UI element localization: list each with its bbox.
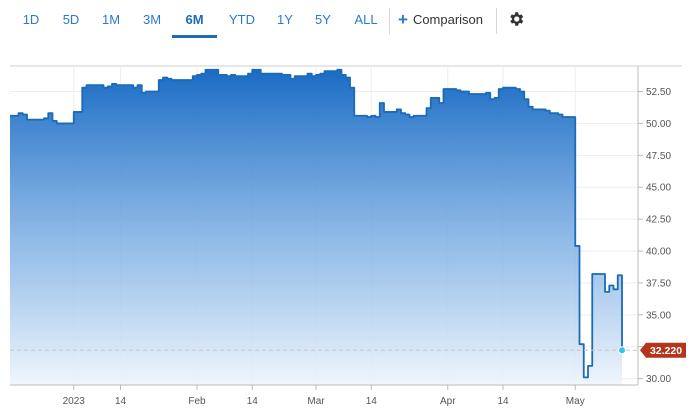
active-range-indicator: [172, 35, 217, 38]
x-tick-label: Mar: [307, 396, 325, 407]
y-tick-label: 50.00: [646, 119, 671, 130]
last-value-marker: [618, 346, 626, 355]
comparison-button[interactable]: + Comparison: [398, 10, 483, 30]
range-1y-button[interactable]: 1Y: [277, 12, 293, 27]
range-1d-button[interactable]: 1D: [22, 12, 40, 27]
y-tick-label: 30.00: [646, 374, 671, 385]
x-tick-label: 14: [115, 396, 127, 407]
y-tick-label: 37.50: [646, 278, 671, 289]
range-5y-button[interactable]: 5Y: [315, 12, 331, 27]
range-all-button[interactable]: ALL: [354, 12, 378, 27]
comparison-label: Comparison: [412, 12, 484, 27]
y-tick-label: 47.50: [646, 151, 671, 162]
y-axis-ticks: 30.0032.5035.0037.5040.0042.5045.0047.50…: [638, 87, 671, 385]
y-tick-label: 35.00: [646, 310, 671, 321]
range-toolbar: 1D 5D 1M 3M 6M YTD 1Y 5Y ALL + Comparison: [0, 0, 692, 40]
y-tick-label: 45.00: [646, 183, 671, 194]
x-tick-label: 2023: [63, 396, 86, 407]
x-tick-label: Apr: [440, 396, 456, 407]
x-tick-label: 14: [247, 396, 259, 407]
x-axis-ticks: 2023 14 Feb 14 Mar 14 Apr 14 May: [63, 385, 585, 407]
plus-icon: +: [398, 10, 408, 29]
y-tick-label: 42.50: [646, 215, 671, 226]
price-area-fill: [10, 69, 622, 385]
range-6m-button[interactable]: 6M: [185, 12, 204, 27]
range-ytd-button[interactable]: YTD: [229, 12, 255, 27]
y-tick-label: 52.50: [646, 87, 671, 98]
last-value-badge: 32.220: [640, 342, 686, 358]
last-value-label: 32.220: [650, 345, 682, 357]
x-tick-label: May: [566, 396, 585, 407]
range-3m-button[interactable]: 3M: [142, 12, 162, 27]
y-tick-label: 40.00: [646, 247, 671, 258]
toolbar-divider: [496, 8, 497, 34]
x-tick-label: 14: [366, 396, 378, 407]
x-tick-label: 14: [497, 396, 509, 407]
toolbar-divider: [389, 8, 390, 34]
x-tick-label: Feb: [188, 396, 206, 407]
range-5d-button[interactable]: 5D: [62, 12, 80, 27]
range-1m-button[interactable]: 1M: [101, 12, 121, 27]
price-line: [10, 68, 623, 379]
gear-icon[interactable]: [507, 10, 525, 28]
